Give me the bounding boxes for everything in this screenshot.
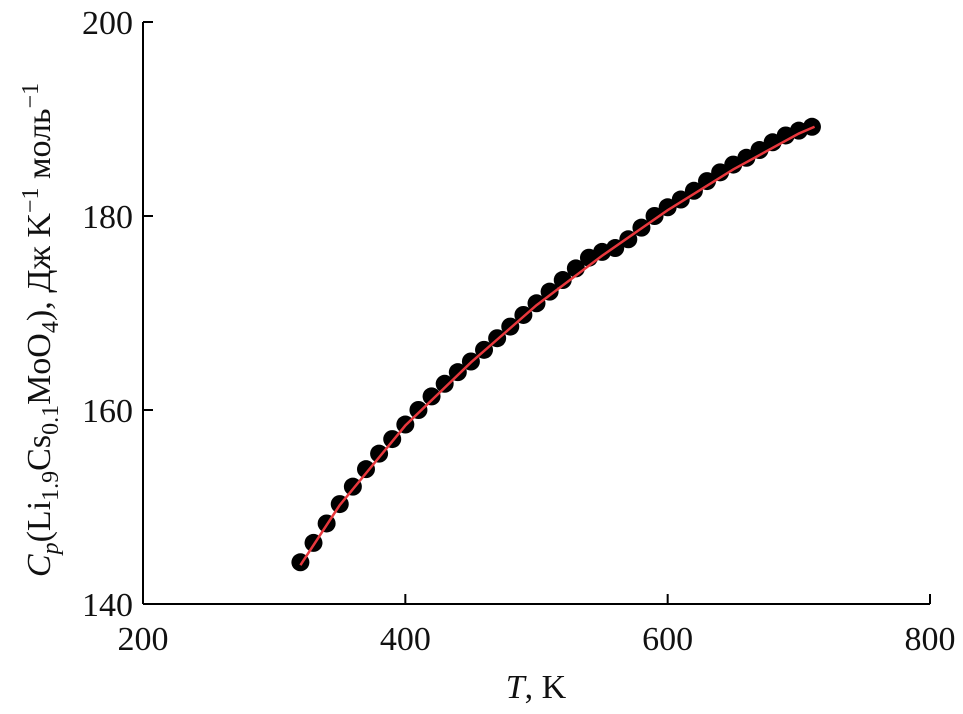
data-point — [698, 172, 717, 191]
y-label-part: 0.1 — [38, 405, 64, 435]
x-axis-label: T, K — [506, 669, 567, 706]
data-point — [711, 163, 730, 182]
data-point — [422, 387, 441, 406]
data-point — [750, 141, 769, 160]
y-label-part: Cs — [21, 435, 58, 471]
y-label-part: 1.9 — [38, 471, 64, 501]
y-label-part: C — [21, 554, 58, 577]
y-label-part: 4 — [38, 321, 64, 333]
x-tick-label: 800 — [905, 621, 956, 658]
y-label-part: ), Дж K — [21, 213, 58, 322]
y-tick-label: 140 — [82, 587, 133, 624]
data-point — [737, 148, 756, 167]
data-point — [435, 374, 454, 393]
data-point — [370, 444, 389, 463]
y-label-part: MoO — [21, 333, 58, 405]
y-label-part: −1 — [18, 83, 44, 109]
data-point — [356, 460, 375, 479]
y-tick-label: 160 — [82, 393, 133, 430]
y-label-part: −1 — [18, 188, 44, 214]
data-point — [448, 363, 467, 382]
data-point — [645, 207, 664, 225]
y-axis-label: Cp(Li1.9Cs0.1MoO4), Дж K−1 моль−1 — [18, 83, 64, 577]
data-point — [658, 198, 677, 217]
data-point — [409, 401, 428, 419]
x-label-part: T — [506, 669, 527, 706]
fit-line — [299, 125, 816, 566]
y-label-part: моль — [21, 108, 58, 187]
data-point — [540, 282, 559, 301]
x-tick-label: 600 — [642, 621, 693, 658]
y-tick-label: 180 — [82, 199, 133, 236]
x-tick-label: 400 — [380, 621, 431, 658]
x-label-part: , K — [525, 669, 567, 706]
y-tick-label: 200 — [82, 5, 133, 42]
x-tick-label: 200 — [118, 621, 169, 658]
data-point — [553, 271, 572, 290]
y-label-part: (Li — [21, 501, 58, 543]
y-label-part: p — [38, 542, 64, 556]
